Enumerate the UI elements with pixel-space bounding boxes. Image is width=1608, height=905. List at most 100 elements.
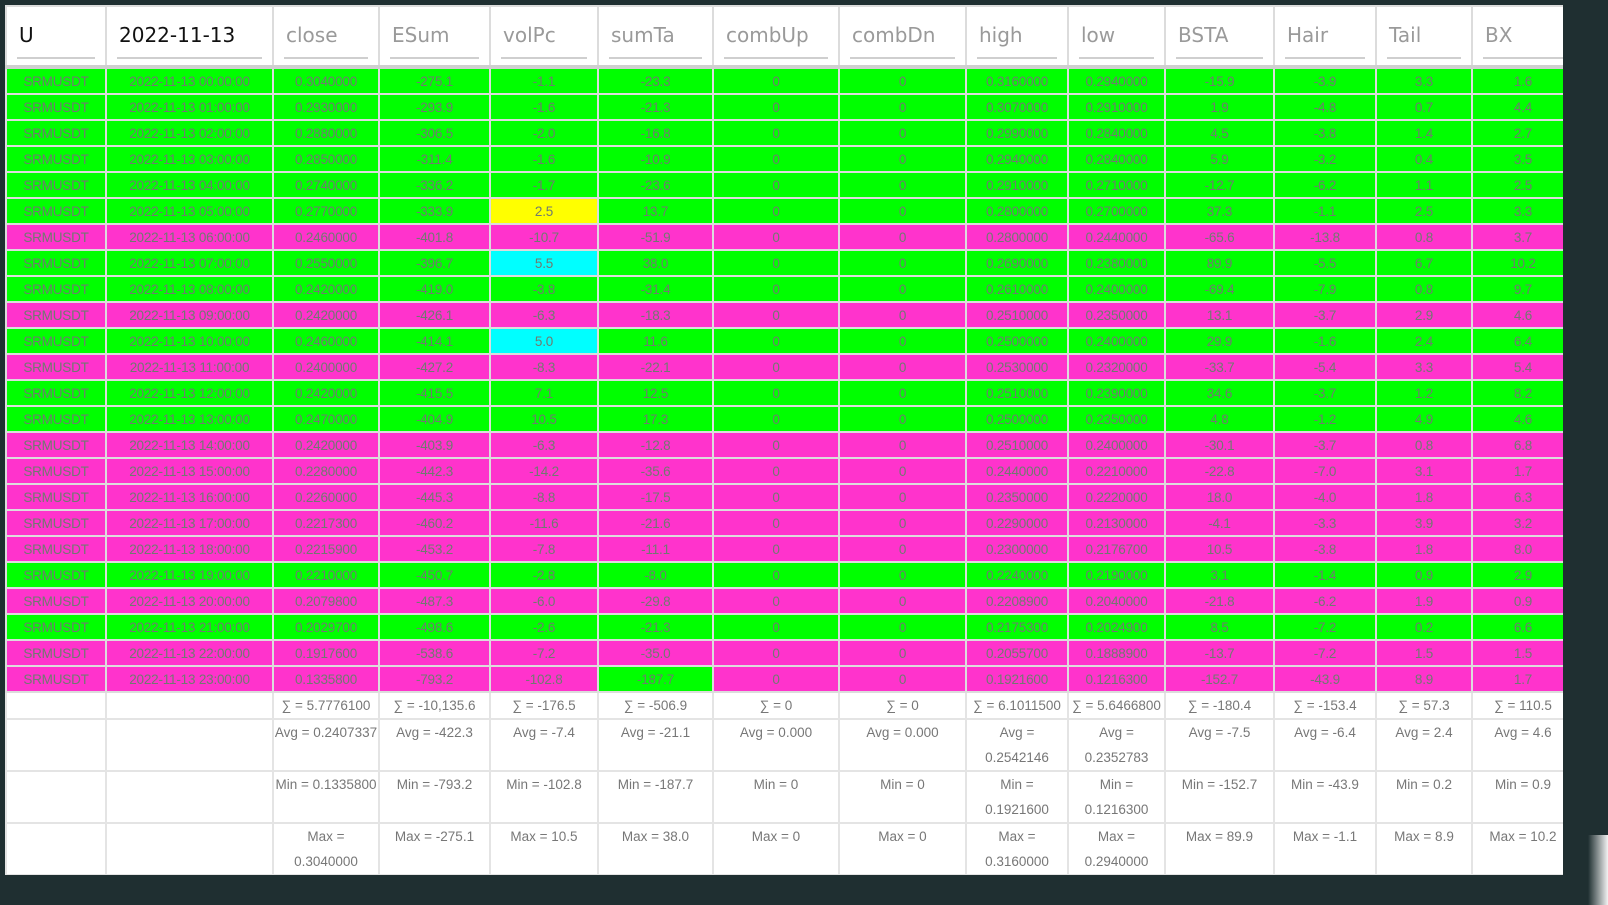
cell-2022-11-13[interactable]: 2022-11-13 17:00:00 (105, 509, 274, 537)
cell-u[interactable]: SRMUSDT (5, 535, 107, 563)
column-header-combup[interactable]: combUp (712, 5, 840, 68)
cell-sumta[interactable]: -23.3 (597, 66, 714, 95)
cell-2022-11-13[interactable]: 2022-11-13 09:00:00 (105, 301, 274, 329)
cell-sumta[interactable]: -35.0 (597, 639, 714, 667)
cell-sumta[interactable]: 38.0 (597, 249, 714, 277)
cell-esum[interactable]: -336.2 (378, 171, 491, 199)
cell-hair[interactable]: -13.8 (1273, 223, 1377, 251)
table-row[interactable]: SRMUSDT 2022-11-13 20:00:00 0.2079800 -487.… (5, 587, 1563, 615)
cell-hair[interactable]: -7.2 (1273, 613, 1377, 641)
cell-high[interactable]: 0.2610000 (965, 275, 1069, 303)
cell-hair[interactable]: -1.1 (1273, 197, 1377, 225)
table-row[interactable]: SRMUSDT 2022-11-13 08:00:00 0.2420000 -419.… (5, 275, 1563, 303)
cell-esum[interactable]: -487.3 (378, 587, 491, 615)
cell-esum[interactable]: -311.4 (378, 145, 491, 173)
cell-u[interactable]: SRMUSDT (5, 587, 107, 615)
cell-low[interactable]: 0.2040000 (1067, 587, 1166, 615)
cell-volpc[interactable]: -6.3 (489, 431, 599, 459)
cell-bx[interactable]: 9.7 (1471, 275, 1563, 303)
column-header-bsta[interactable]: BSTA (1164, 5, 1275, 68)
column-header-low[interactable]: low (1067, 5, 1166, 68)
cell-tail[interactable]: 8.9 (1375, 665, 1473, 693)
cell-combdn[interactable]: 0 (838, 197, 967, 225)
cell-bsta[interactable]: -21.8 (1164, 587, 1275, 615)
cell-high[interactable]: 0.2940000 (965, 145, 1069, 173)
cell-low[interactable]: 0.2220000 (1067, 483, 1166, 511)
cell-tail[interactable]: 0.2 (1375, 613, 1473, 641)
cell-combup[interactable]: 0 (712, 171, 840, 199)
cell-bx[interactable]: 6.3 (1471, 483, 1563, 511)
cell-combdn[interactable]: 0 (838, 457, 967, 485)
cell-high[interactable]: 0.2290000 (965, 509, 1069, 537)
cell-esum[interactable]: -404.9 (378, 405, 491, 433)
cell-bsta[interactable]: -4.1 (1164, 509, 1275, 537)
cell-low[interactable]: 0.2840000 (1067, 145, 1166, 173)
cell-u[interactable]: SRMUSDT (5, 457, 107, 485)
cell-combdn[interactable]: 0 (838, 145, 967, 173)
cell-2022-11-13[interactable]: 2022-11-13 04:00:00 (105, 171, 274, 199)
cell-low[interactable]: 0.2380000 (1067, 249, 1166, 277)
cell-volpc[interactable]: -6.3 (489, 301, 599, 329)
cell-combup[interactable]: 0 (712, 431, 840, 459)
cell-combdn[interactable]: 0 (838, 431, 967, 459)
column-header-volpc[interactable]: volPc (489, 5, 599, 68)
cell-volpc[interactable]: -10.7 (489, 223, 599, 251)
cell-hair[interactable]: -1.4 (1273, 561, 1377, 589)
cell-esum[interactable]: -793.2 (378, 665, 491, 693)
cell-low[interactable]: 0.2440000 (1067, 223, 1166, 251)
cell-sumta[interactable]: -18.3 (597, 301, 714, 329)
cell-esum[interactable]: -396.7 (378, 249, 491, 277)
cell-volpc[interactable]: -7.2 (489, 639, 599, 667)
cell-esum[interactable]: -445.3 (378, 483, 491, 511)
cell-tail[interactable]: 1.1 (1375, 171, 1473, 199)
cell-hair[interactable]: -3.3 (1273, 509, 1377, 537)
cell-tail[interactable]: 0.8 (1375, 275, 1473, 303)
cell-low[interactable]: 0.2176700 (1067, 535, 1166, 563)
cell-combup[interactable]: 0 (712, 93, 840, 121)
column-header-tail[interactable]: Tail (1375, 5, 1473, 68)
cell-low[interactable]: 0.2400000 (1067, 431, 1166, 459)
cell-2022-11-13[interactable]: 2022-11-13 23:00:00 (105, 665, 274, 693)
cell-u[interactable]: SRMUSDT (5, 275, 107, 303)
cell-low[interactable]: 0.2400000 (1067, 275, 1166, 303)
column-filter-input[interactable]: combUp (726, 23, 809, 47)
cell-hair[interactable]: -3.2 (1273, 145, 1377, 173)
cell-hair[interactable]: -4.0 (1273, 483, 1377, 511)
cell-bsta[interactable]: 29.9 (1164, 327, 1275, 355)
cell-low[interactable]: 0.2710000 (1067, 171, 1166, 199)
cell-bx[interactable]: 4.6 (1471, 405, 1563, 433)
cell-hair[interactable]: -6.2 (1273, 171, 1377, 199)
column-filter-input[interactable]: Tail (1389, 23, 1422, 47)
cell-low[interactable]: 0.2350000 (1067, 405, 1166, 433)
cell-high[interactable]: 0.2800000 (965, 223, 1069, 251)
cell-close[interactable]: 0.2029700 (272, 613, 380, 641)
cell-sumta[interactable]: -12.8 (597, 431, 714, 459)
cell-tail[interactable]: 1.2 (1375, 379, 1473, 407)
cell-u[interactable]: SRMUSDT (5, 93, 107, 121)
cell-tail[interactable]: 4.9 (1375, 405, 1473, 433)
cell-close[interactable]: 0.2470000 (272, 405, 380, 433)
cell-2022-11-13[interactable]: 2022-11-13 13:00:00 (105, 405, 274, 433)
cell-sumta[interactable]: -21.6 (597, 509, 714, 537)
cell-2022-11-13[interactable]: 2022-11-13 18:00:00 (105, 535, 274, 563)
cell-tail[interactable]: 2.9 (1375, 301, 1473, 329)
column-filter-input[interactable]: combDn (852, 23, 936, 47)
cell-tail[interactable]: 3.3 (1375, 353, 1473, 381)
table-row[interactable]: SRMUSDT 2022-11-13 16:00:00 0.2260000 -445.… (5, 483, 1563, 511)
cell-bsta[interactable]: 34.6 (1164, 379, 1275, 407)
cell-u[interactable]: SRMUSDT (5, 119, 107, 147)
cell-bsta[interactable]: 5.9 (1164, 145, 1275, 173)
cell-combup[interactable]: 0 (712, 145, 840, 173)
cell-hair[interactable]: -5.5 (1273, 249, 1377, 277)
cell-combup[interactable]: 0 (712, 119, 840, 147)
cell-bsta[interactable]: -30.1 (1164, 431, 1275, 459)
cell-2022-11-13[interactable]: 2022-11-13 01:00:00 (105, 93, 274, 121)
cell-bsta[interactable]: 10.5 (1164, 535, 1275, 563)
cell-bx[interactable]: 3.2 (1471, 509, 1563, 537)
cell-u[interactable]: SRMUSDT (5, 639, 107, 667)
cell-combup[interactable]: 0 (712, 587, 840, 615)
cell-low[interactable]: 0.2350000 (1067, 301, 1166, 329)
table-row[interactable]: SRMUSDT 2022-11-13 02:00:00 0.2880000 -306.… (5, 119, 1563, 147)
column-filter-input[interactable]: ESum (392, 23, 450, 47)
cell-tail[interactable]: 1.8 (1375, 483, 1473, 511)
